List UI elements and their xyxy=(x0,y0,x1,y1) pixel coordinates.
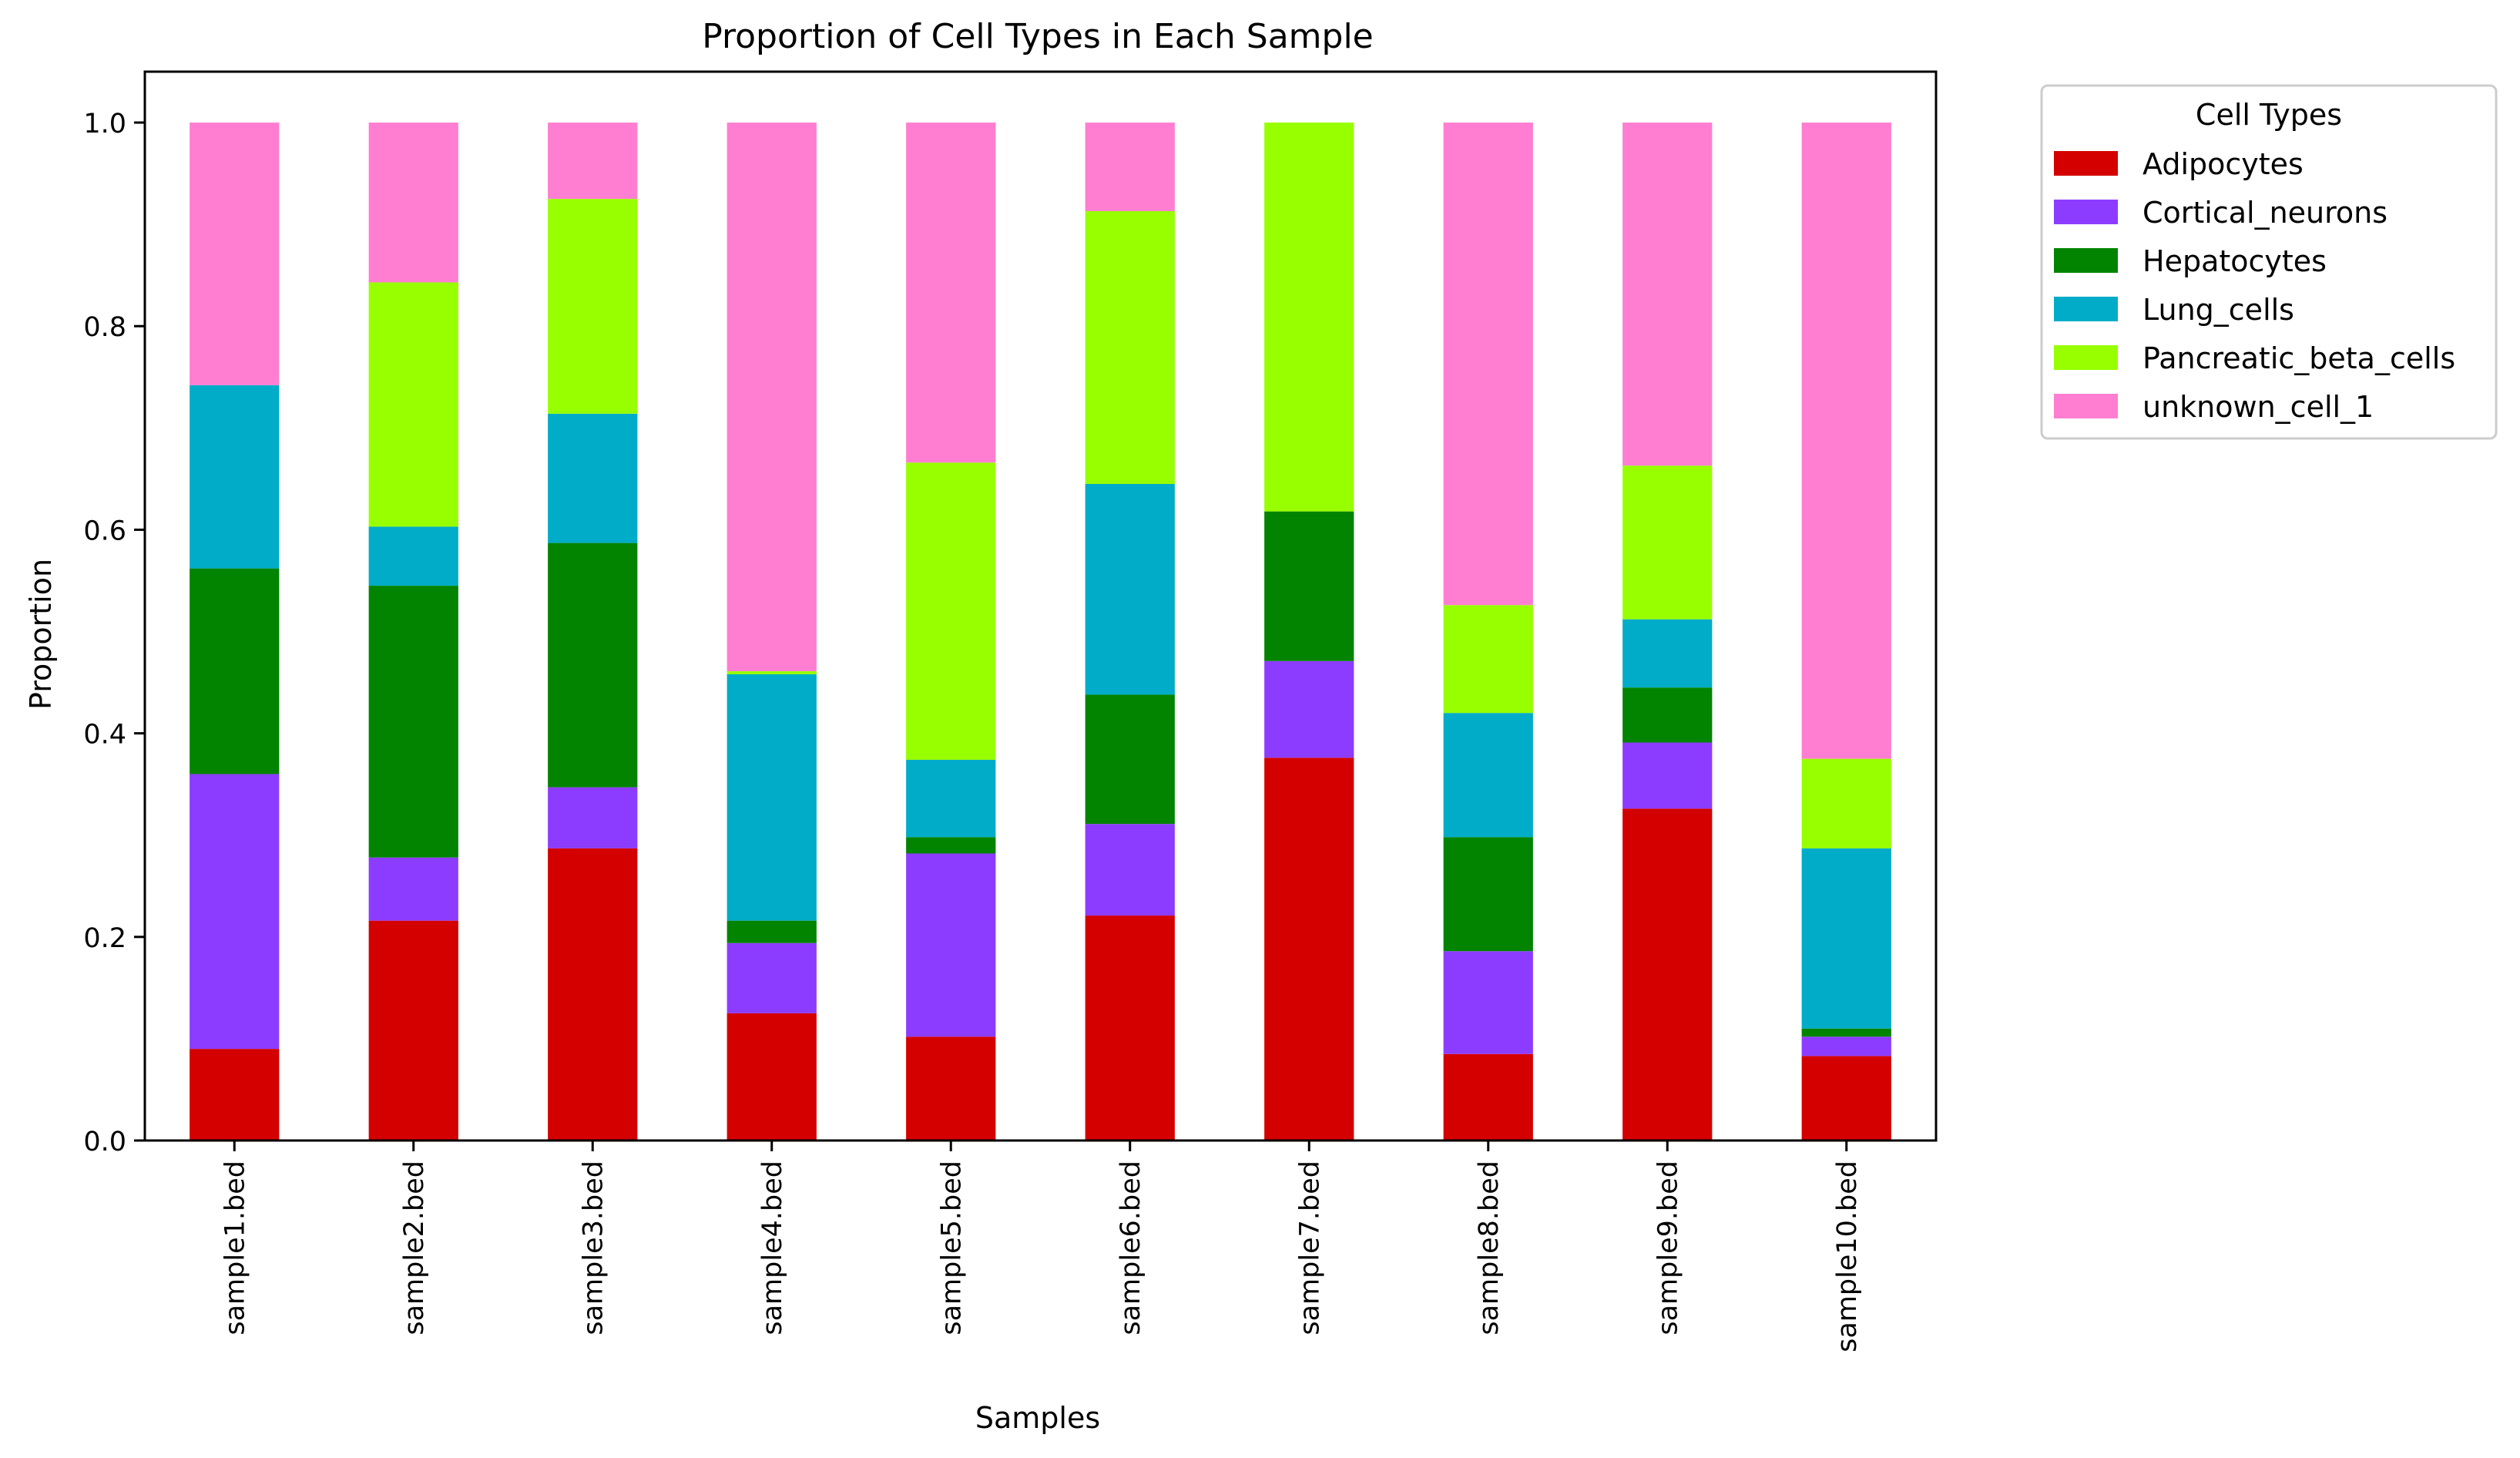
bar-segment-cortical-neurons-sample9 xyxy=(1622,742,1713,809)
x-tick-label: sample6.bed xyxy=(1116,1161,1146,1335)
bar-segment-unknown-cell-1-sample6 xyxy=(1085,123,1175,211)
legend-label: Adipocytes xyxy=(2143,147,2304,181)
bar-segment-cortical-neurons-sample5 xyxy=(906,853,996,1037)
bar-segment-cortical-neurons-sample10 xyxy=(1801,1036,1891,1057)
x-tick-label: sample5.bed xyxy=(936,1161,967,1335)
x-tick-label: sample1.bed xyxy=(220,1161,250,1335)
y-axis: 0.0 0.2 0.4 0.6 0.8 1.0 xyxy=(83,109,145,1157)
bar-segment-lung-cells-sample10 xyxy=(1801,848,1891,1029)
bar-segment-lung-cells-sample9 xyxy=(1622,619,1713,688)
plot-area-frame xyxy=(143,70,1938,1142)
x-tick-label: sample10.bed xyxy=(1832,1161,1863,1352)
bar-segment-hepatocytes-sample9 xyxy=(1622,687,1713,743)
bar-segment-adipocytes-sample7 xyxy=(1264,758,1354,1141)
legend-swatch xyxy=(2054,151,2118,176)
bar-segment-pancreatic-beta-cells-sample4 xyxy=(726,671,817,675)
y-tick-label: 1.0 xyxy=(83,109,126,139)
bar-segment-hepatocytes-sample3 xyxy=(548,543,638,788)
legend-swatch xyxy=(2054,248,2118,273)
bar-segment-hepatocytes-sample7 xyxy=(1264,511,1354,661)
legend-label: Lung_cells xyxy=(2143,293,2294,327)
x-tick-label: sample8.bed xyxy=(1474,1161,1505,1335)
y-tick-label: 0.4 xyxy=(83,720,126,751)
bar-segment-pancreatic-beta-cells-sample7 xyxy=(1264,123,1354,512)
bar-segment-lung-cells-sample1 xyxy=(190,385,280,569)
bar-segment-unknown-cell-1-sample4 xyxy=(726,123,817,672)
legend-title: Cell Types xyxy=(2196,98,2342,132)
bar-segment-lung-cells-sample8 xyxy=(1443,713,1533,838)
x-axis-label: Samples xyxy=(975,1401,1100,1435)
bar-segment-pancreatic-beta-cells-sample6 xyxy=(1085,210,1175,484)
legend: Cell Types Adipocytes Cortical_neurons Hep… xyxy=(2040,84,2498,440)
bar-segment-pancreatic-beta-cells-sample8 xyxy=(1443,605,1533,714)
bar-segment-adipocytes-sample4 xyxy=(726,1013,817,1141)
y-tick-label: 0.8 xyxy=(83,312,126,343)
x-tick-label: sample9.bed xyxy=(1653,1161,1683,1335)
y-tick-label: 0.6 xyxy=(83,516,126,546)
bar-segment-lung-cells-sample2 xyxy=(368,526,458,586)
bar-segment-adipocytes-sample2 xyxy=(368,920,458,1141)
bar-segment-lung-cells-sample5 xyxy=(906,759,996,838)
bar-segment-cortical-neurons-sample1 xyxy=(190,774,280,1050)
bar-segment-hepatocytes-sample8 xyxy=(1443,837,1533,952)
bar-segment-pancreatic-beta-cells-sample9 xyxy=(1622,465,1713,620)
bar-segment-adipocytes-sample3 xyxy=(548,848,638,1141)
bar-segment-adipocytes-sample9 xyxy=(1622,808,1713,1141)
x-axis: sample1.bed sample2.bed sample3.bed sample4… xyxy=(220,1141,1863,1352)
bar-segment-adipocytes-sample10 xyxy=(1801,1056,1891,1141)
x-tick-label: sample4.bed xyxy=(757,1161,788,1335)
bar-segment-unknown-cell-1-sample9 xyxy=(1622,123,1713,466)
bar-segment-adipocytes-sample1 xyxy=(190,1049,280,1141)
bar-segment-hepatocytes-sample2 xyxy=(368,586,458,858)
bar-segment-unknown-cell-1-sample2 xyxy=(368,123,458,283)
bar-segment-adipocytes-sample6 xyxy=(1085,915,1175,1141)
bar-segment-lung-cells-sample3 xyxy=(548,413,638,543)
legend-label: Pancreatic_beta_cells xyxy=(2143,341,2455,375)
bar-segment-unknown-cell-1-sample5 xyxy=(906,123,996,463)
bar-segment-lung-cells-sample4 xyxy=(726,674,817,921)
bar-segment-cortical-neurons-sample3 xyxy=(548,787,638,848)
bar-segment-cortical-neurons-sample6 xyxy=(1085,824,1175,916)
legend-swatch xyxy=(2054,394,2118,418)
bar-segment-hepatocytes-sample10 xyxy=(1801,1028,1891,1037)
x-tick-label: sample3.bed xyxy=(578,1161,609,1335)
bar-segment-pancreatic-beta-cells-sample10 xyxy=(1801,758,1891,848)
bar-segment-unknown-cell-1-sample3 xyxy=(548,123,638,200)
bar-segment-cortical-neurons-sample2 xyxy=(368,857,458,921)
bar-segment-cortical-neurons-sample7 xyxy=(1264,660,1354,758)
bar-segment-unknown-cell-1-sample8 xyxy=(1443,123,1533,606)
bar-segment-adipocytes-sample5 xyxy=(906,1036,996,1141)
bar-segment-pancreatic-beta-cells-sample5 xyxy=(906,462,996,760)
bars-layer xyxy=(190,123,1891,1141)
legend-swatch xyxy=(2054,297,2118,321)
bar-segment-hepatocytes-sample6 xyxy=(1085,694,1175,825)
bar-segment-pancreatic-beta-cells-sample3 xyxy=(548,199,638,414)
bar-segment-cortical-neurons-sample4 xyxy=(726,942,817,1013)
chart-title: Proportion of Cell Types in Each Sample xyxy=(702,17,1374,56)
bar-segment-hepatocytes-sample5 xyxy=(906,837,996,854)
legend-swatch xyxy=(2054,345,2118,370)
legend-label: Cortical_neurons xyxy=(2143,196,2387,230)
bar-segment-hepatocytes-sample4 xyxy=(726,920,817,943)
legend-frame xyxy=(2040,84,2498,440)
bar-segment-unknown-cell-1-sample10 xyxy=(1801,123,1891,759)
bar-segment-lung-cells-sample6 xyxy=(1085,483,1175,695)
y-tick-label: 0.0 xyxy=(83,1127,126,1157)
bar-segment-cortical-neurons-sample8 xyxy=(1443,951,1533,1054)
bar-segment-adipocytes-sample8 xyxy=(1443,1053,1533,1141)
bar-segment-pancreatic-beta-cells-sample2 xyxy=(368,282,458,527)
y-tick-label: 0.2 xyxy=(83,923,126,954)
x-tick-label: sample2.bed xyxy=(399,1161,430,1335)
bar-segment-unknown-cell-1-sample1 xyxy=(190,123,280,385)
legend-swatch xyxy=(2054,200,2118,224)
bar-segment-hepatocytes-sample1 xyxy=(190,568,280,774)
legend-label: unknown_cell_1 xyxy=(2143,390,2374,424)
y-axis-label: Proportion xyxy=(24,559,58,710)
x-tick-label: sample7.bed xyxy=(1294,1161,1325,1335)
legend-items: Adipocytes Cortical_neurons Hepatocytes Lun… xyxy=(2054,147,2455,424)
legend-label: Hepatocytes xyxy=(2143,244,2327,278)
